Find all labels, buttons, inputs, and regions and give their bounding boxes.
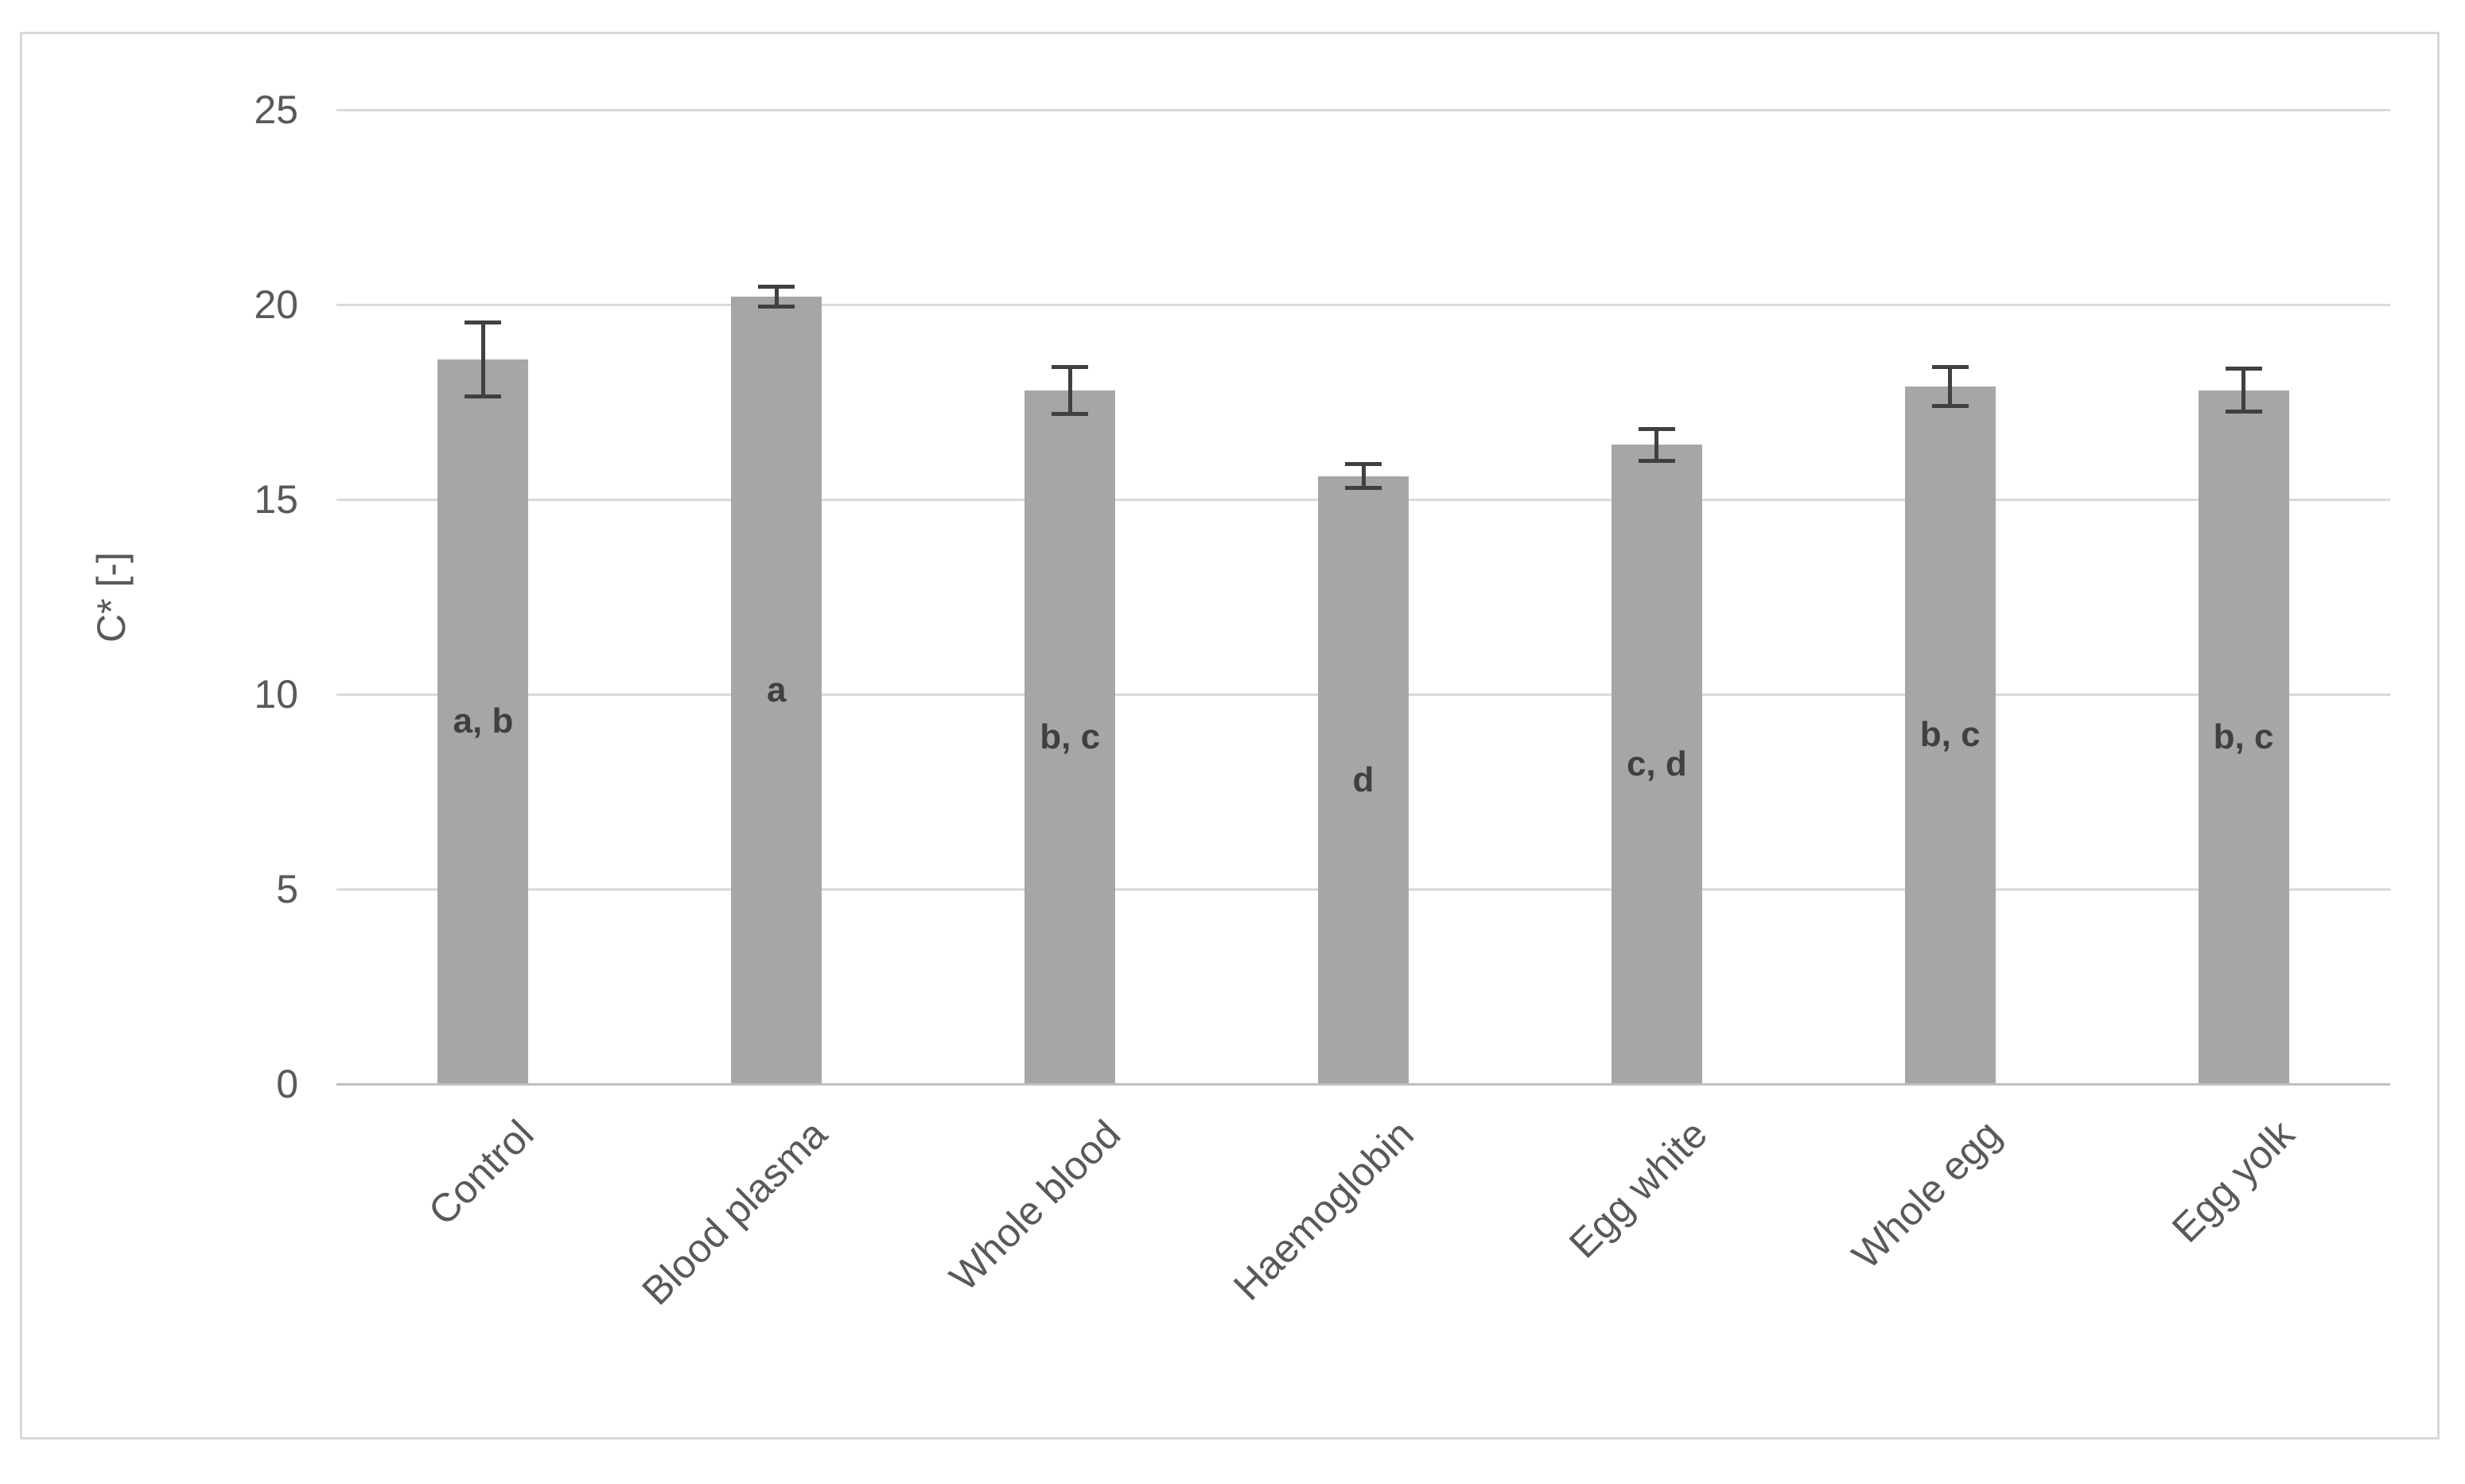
x-axis-line: [336, 1083, 2390, 1086]
x-tick-label: Whole blood: [941, 1111, 1129, 1299]
y-tick-label: 10: [254, 672, 298, 717]
y-tick-label: 20: [254, 282, 298, 327]
error-bar-cap-bottom: [1638, 458, 1675, 463]
error-bar-line: [480, 322, 485, 397]
y-tick-label: 25: [254, 87, 298, 132]
x-tick-label: Whole egg: [1843, 1111, 2010, 1278]
x-tick-label: Blood plasma: [633, 1111, 836, 1314]
error-bar-cap-top: [1345, 462, 1382, 467]
significance-label: a: [767, 670, 787, 710]
error-bar-cap-bottom: [2225, 410, 2262, 414]
bar: [731, 297, 822, 1084]
error-bar-cap-bottom: [758, 304, 795, 309]
x-tick-label: Egg white: [1561, 1111, 1717, 1267]
x-tick-label: Egg yolk: [2163, 1111, 2303, 1251]
chart-frame: [20, 32, 2440, 1439]
bar: [1904, 386, 1996, 1084]
y-tick-label: 0: [276, 1062, 298, 1106]
significance-label: b, c: [2213, 717, 2274, 756]
error-bar-cap-bottom: [465, 394, 502, 398]
error-bar-cap-top: [2225, 367, 2262, 371]
y-axis-title: C* [-]: [89, 551, 134, 643]
significance-label: a, b: [453, 701, 514, 741]
error-bar-cap-top: [1052, 364, 1089, 369]
bar: [1611, 445, 1702, 1084]
error-bar-cap-bottom: [1052, 411, 1089, 416]
significance-label: b, c: [1919, 715, 1981, 755]
significance-label: b, c: [1040, 717, 1101, 756]
error-bar-line: [1654, 429, 1659, 460]
error-bar-cap-top: [1931, 364, 1969, 369]
error-bar-cap-top: [1638, 427, 1675, 432]
gridline: [336, 304, 2390, 306]
bar: [437, 359, 529, 1084]
bar: [2198, 390, 2289, 1084]
y-tick-label: 15: [254, 477, 298, 522]
error-bar-line: [1067, 367, 1072, 414]
y-tick-label: 5: [276, 867, 298, 911]
error-bar-cap-top: [758, 285, 795, 289]
bar: [1024, 390, 1116, 1084]
error-bar-line: [2241, 368, 2246, 412]
error-bar-line: [774, 286, 779, 307]
significance-label: c, d: [1626, 744, 1687, 784]
error-bar-line: [1948, 367, 1953, 406]
bar: [1318, 476, 1409, 1084]
error-bar-cap-top: [465, 320, 502, 324]
x-tick-label: Control: [420, 1111, 542, 1234]
error-bar-cap-bottom: [1931, 403, 1969, 408]
gridline: [336, 109, 2390, 111]
significance-label: d: [1352, 759, 1374, 799]
x-tick-label: Haemoglobin: [1225, 1111, 1423, 1309]
error-bar-line: [1361, 464, 1366, 488]
error-bar-cap-bottom: [1345, 485, 1382, 490]
